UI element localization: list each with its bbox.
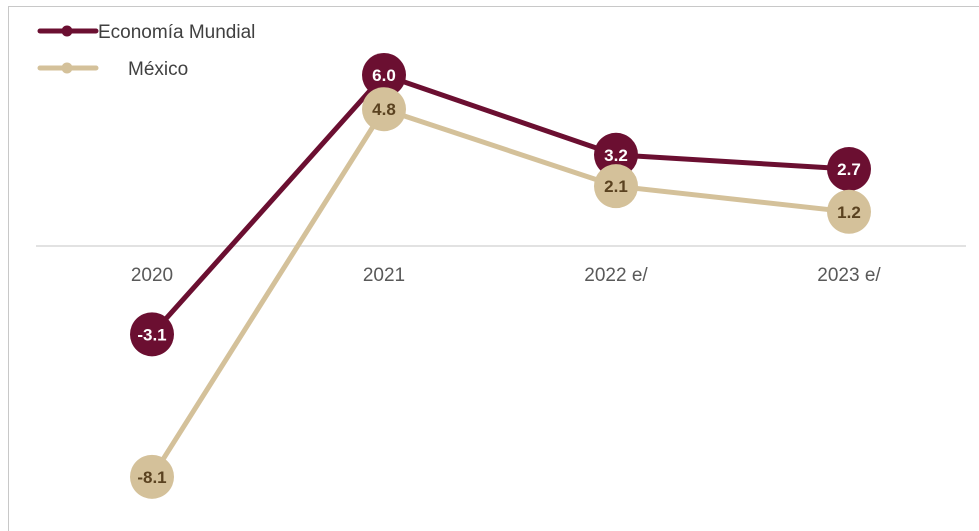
x-tick-label: 2022 e/: [584, 265, 648, 286]
series-economia-mundial: -3.1 6.0 3.2 2.7: [130, 53, 871, 357]
x-axis-tick-labels: 2020 2021 2022 e/ 2023 e/: [131, 265, 882, 286]
legend-swatch-marker: [61, 62, 73, 74]
data-point: [362, 53, 406, 97]
legend-label: México: [128, 59, 188, 80]
legend: Economía Mundial México: [37, 22, 255, 80]
data-label: 3.2: [604, 146, 628, 165]
data-label: -8.1: [137, 468, 166, 487]
series-mexico: -8.1 4.8 2.1 1.2: [130, 87, 871, 499]
data-point: [362, 87, 406, 132]
data-point: [130, 312, 174, 357]
data-label: 2.7: [837, 160, 861, 179]
x-tick-label: 2023 e/: [817, 265, 881, 286]
legend-swatch-marker: [61, 25, 73, 37]
data-label: 4.8: [372, 100, 396, 119]
legend-item-mexico: México: [37, 59, 188, 80]
legend-label: Economía Mundial: [98, 22, 255, 43]
x-tick-label: 2021: [363, 265, 405, 286]
chart-frame: [8, 6, 979, 531]
data-point: [827, 189, 871, 234]
x-tick-label: 2020: [131, 265, 173, 286]
data-label: 2.1: [604, 177, 628, 196]
data-label: 6.0: [372, 66, 396, 85]
data-point: [130, 454, 174, 499]
data-point: [594, 164, 638, 209]
data-label: 1.2: [837, 203, 861, 222]
data-label: -3.1: [137, 325, 166, 344]
data-point: [827, 147, 871, 192]
series-line: [150, 72, 850, 337]
legend-item-economia-mundial: Economía Mundial: [37, 22, 255, 43]
data-point: [594, 132, 638, 177]
series-line: [149, 106, 850, 479]
